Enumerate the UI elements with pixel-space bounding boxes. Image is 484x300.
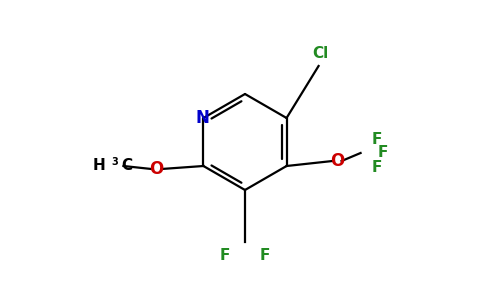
Text: 3: 3	[111, 157, 118, 167]
Text: F: F	[371, 160, 382, 175]
Text: O: O	[149, 160, 164, 178]
Text: F: F	[371, 131, 382, 146]
Text: F: F	[220, 248, 230, 262]
Text: Cl: Cl	[313, 46, 329, 61]
Text: H: H	[92, 158, 106, 173]
Text: O: O	[331, 152, 345, 170]
Text: N: N	[196, 109, 210, 127]
Text: F: F	[378, 145, 388, 160]
Text: C: C	[121, 158, 133, 173]
Text: F: F	[260, 248, 270, 262]
